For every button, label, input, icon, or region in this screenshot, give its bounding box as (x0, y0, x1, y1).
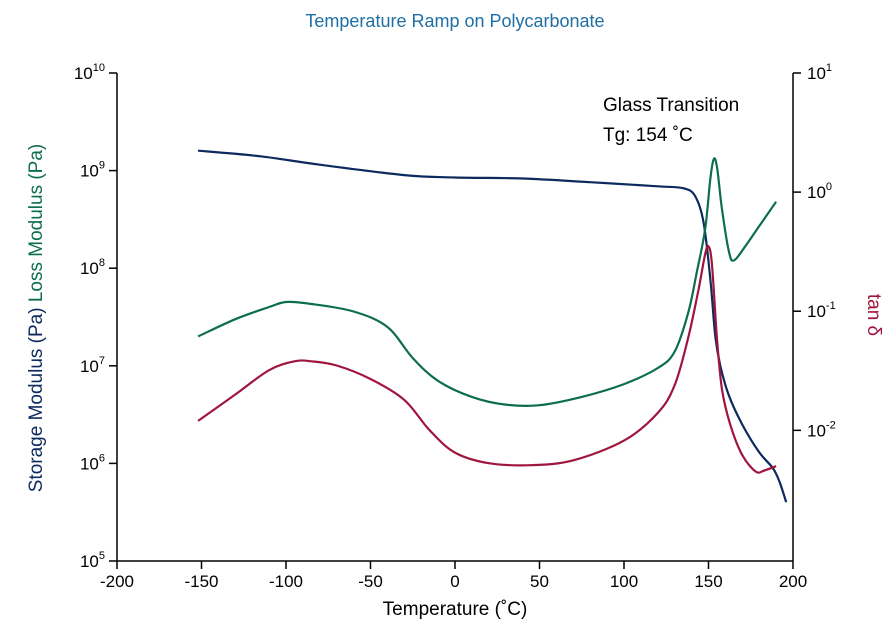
storage-modulus-label: Storage Modulus (Pa) (26, 307, 47, 492)
x-tick-label: 50 (530, 572, 549, 591)
x-tick-label: 200 (779, 572, 807, 591)
loss-modulus-label: Loss Modulus (Pa) (26, 144, 47, 302)
x-tick-label: -50 (358, 572, 383, 591)
left-y-tick-label: 105 (80, 550, 105, 571)
x-tick-label: -200 (100, 572, 134, 591)
left-y-tick-label: 109 (80, 160, 105, 181)
tan-delta-axis-label: tan δ (863, 294, 884, 336)
storage-series-line (198, 149, 788, 503)
loss-series-line (197, 157, 778, 408)
left-y-axis-ticks: 105 106 107 108 109 1010 (74, 62, 117, 571)
tan_delta-series-line (197, 244, 777, 474)
left-y-tick-label: 107 (80, 355, 105, 376)
left-y-tick-label: 1010 (74, 62, 105, 83)
right-y-tick-label: 100 (807, 181, 832, 202)
glass-transition-annotation: Glass Transition Tg: 154 ˚C (603, 95, 745, 146)
annotation-line-1: Glass Transition (603, 95, 739, 116)
chart-series (197, 149, 788, 503)
x-tick-label: -100 (269, 572, 303, 591)
left-y-tick-label: 108 (80, 257, 105, 278)
right-y-tick-label: 10-2 (807, 419, 836, 440)
x-tick-label: -150 (184, 572, 218, 591)
x-axis-ticks: -200 -150 -100 -50 0 50 100 150 200 (100, 561, 807, 591)
x-tick-label: 0 (450, 572, 459, 591)
right-y-tick-label: 101 (807, 62, 832, 83)
left-y-axis-label: Storage Modulus (Pa) Loss Modulus (Pa) (26, 144, 47, 493)
x-tick-label: 150 (694, 572, 722, 591)
x-axis-label: Temperature (˚C) (383, 599, 528, 620)
annotation-line-2: Tg: 154 ˚C (603, 125, 693, 146)
right-y-axis-ticks: 10-2 10-1 100 101 (793, 62, 836, 440)
plot-frame (116, 73, 794, 562)
left-y-tick-label: 106 (80, 452, 105, 473)
right-y-tick-label: 10-1 (807, 300, 836, 321)
x-tick-label: 100 (610, 572, 638, 591)
chart-title: Temperature Ramp on Polycarbonate (305, 11, 604, 31)
